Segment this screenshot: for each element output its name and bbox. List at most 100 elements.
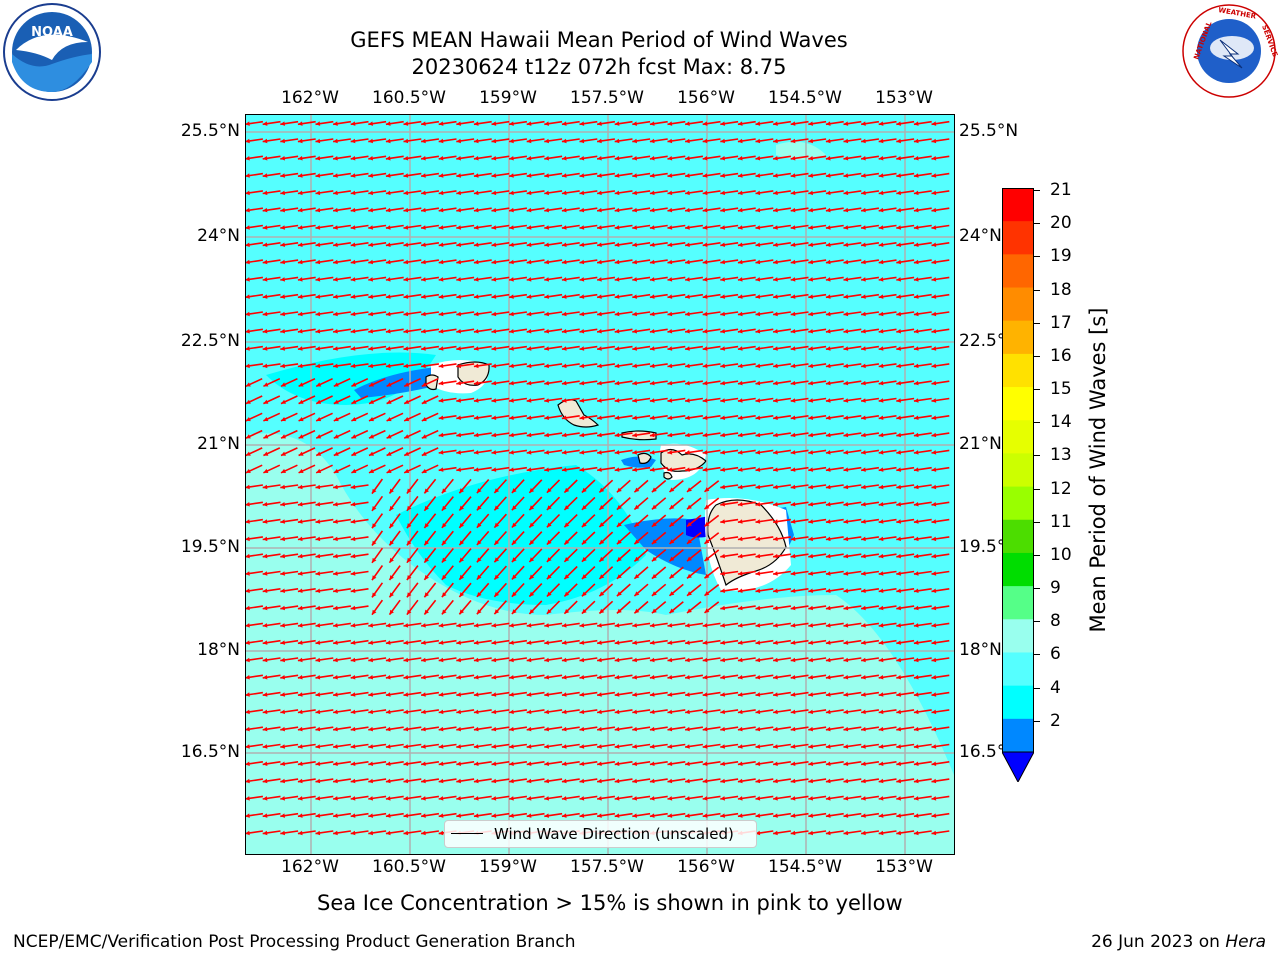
wave-direction-arrowhead [825,692,831,697]
wave-direction-arrowhead [704,504,710,510]
wave-direction-arrowhead [861,346,866,351]
wave-direction-arrowhead [808,571,813,576]
wave-direction-arrowhead [755,553,761,559]
wave-direction-arrowhead [913,311,919,317]
lon-tick-top: 154.5°W [768,88,842,108]
wave-direction-arrowhead [546,574,552,580]
wave-direction-arrowhead [368,692,373,697]
wave-direction-arrowhead [720,450,725,455]
wave-direction-arrowhead [333,553,338,559]
wave-direction-arrowhead [262,346,268,351]
wave-direction-arrowhead [843,796,849,801]
wave-direction-arrowhead [755,709,761,715]
wave-direction-arrowhead [473,329,479,334]
wave-direction-arrowhead [861,380,866,386]
wave-direction-arrowhead [246,156,250,161]
wave-direction-arrowhead [544,207,549,213]
wave-direction-arrowhead [544,657,549,663]
wave-direction-arrowhead [298,399,304,404]
wave-direction-arrowhead [333,709,338,715]
wave-direction-arrowhead [350,138,356,144]
wave-direction-arrowhead [808,138,813,144]
wave-direction-arrowhead [316,382,322,387]
wave-direction-arrowhead [878,657,884,663]
wave-direction-arrowhead [755,726,761,732]
wave-direction-arrowhead [808,553,813,559]
wave-direction-arrowhead [687,504,692,510]
wave-direction-arrowhead [403,242,409,247]
wave-direction-arrowhead [808,536,813,542]
wave-direction-arrowhead [456,726,461,732]
wave-direction-arrowhead [896,726,901,732]
wave-direction-arrowhead [687,522,692,527]
colorbar-tick: 6 [1050,644,1061,665]
wave-direction-arrowhead [737,675,743,680]
wave-direction-arrowhead [529,609,535,614]
wave-direction-arrowhead [737,329,743,334]
wave-direction-arrowhead [368,277,373,282]
wave-direction-arrowhead [529,539,535,545]
wave-direction-arrowhead [350,311,356,317]
wave-direction-arrowhead [614,467,620,472]
colorbar-segment [1002,453,1034,488]
wave-direction-arrowhead [509,138,514,144]
wave-direction-arrowhead [737,277,743,282]
wave-direction-arrowhead [685,709,690,715]
wave-direction-arrowhead [790,813,796,818]
wave-direction-arrowhead [579,380,585,386]
wave-direction-arrowhead [597,190,602,196]
wave-direction-arrowhead [526,450,532,455]
wave-direction-arrowhead [579,346,585,351]
wave-direction-arrowhead [667,640,673,645]
wave-direction-arrowhead [315,623,321,628]
wave-direction-arrowhead [843,225,849,230]
wave-direction-arrowhead [737,138,743,144]
wave-direction-arrowhead [333,675,338,680]
wave-direction-arrowhead [438,467,444,472]
wave-direction-arrowhead [494,488,500,493]
wave-direction-arrowhead [368,363,373,369]
wave-direction-arrowhead [790,744,796,749]
wave-direction-arrowhead [511,540,517,545]
wave-direction-arrowhead [403,190,409,196]
wave-direction-arrowhead [386,451,392,456]
wave-direction-arrowhead [406,505,412,511]
wave-direction-arrowhead [315,242,321,247]
wave-direction-arrowhead [896,450,901,455]
wave-direction-arrowhead [246,692,250,697]
colorbar-tick-mark [1034,289,1040,291]
wave-direction-arrowhead [808,623,813,628]
wave-direction-arrowhead [459,540,464,546]
wave-direction-arrowhead [456,242,461,247]
wave-direction-arrowhead [808,675,813,680]
colorbar-segment [1002,254,1034,289]
wave-direction-arrowhead [389,592,394,598]
wave-direction-arrowhead [825,363,831,369]
wave-direction-arrowhead [755,657,761,663]
wave-direction-arrowhead [702,259,708,265]
wave-direction-arrowhead [456,225,461,230]
wave-direction-arrowhead [896,692,901,697]
wave-direction-arrowhead [473,398,479,403]
wave-direction-arrowhead [246,311,250,317]
wave-direction-arrowhead [350,156,356,161]
wave-direction-arrowhead [931,726,937,732]
wave-direction-arrowhead [491,259,497,265]
wave-direction-arrowhead [896,571,901,576]
wave-direction-arrowhead [403,329,409,334]
wave-direction-arrowhead [913,363,919,369]
wave-direction-arrowhead [667,675,673,680]
wave-direction-arrowhead [385,623,391,628]
wave-direction-arrowhead [825,190,831,196]
wave-direction-arrowhead [315,138,321,144]
wave-direction-arrowhead [773,744,778,749]
wave-direction-arrowhead [649,623,655,628]
wave-direction-arrowhead [843,623,849,628]
wave-direction-arrowhead [315,813,321,818]
wave-direction-arrowhead [931,692,937,697]
wave-direction-arrowhead [667,138,673,144]
wave-direction-arrowhead [878,363,884,369]
wave-direction-arrowhead [667,761,673,766]
wave-direction-arrowhead [246,468,251,473]
lon-tick-bottom: 159°W [479,857,537,877]
